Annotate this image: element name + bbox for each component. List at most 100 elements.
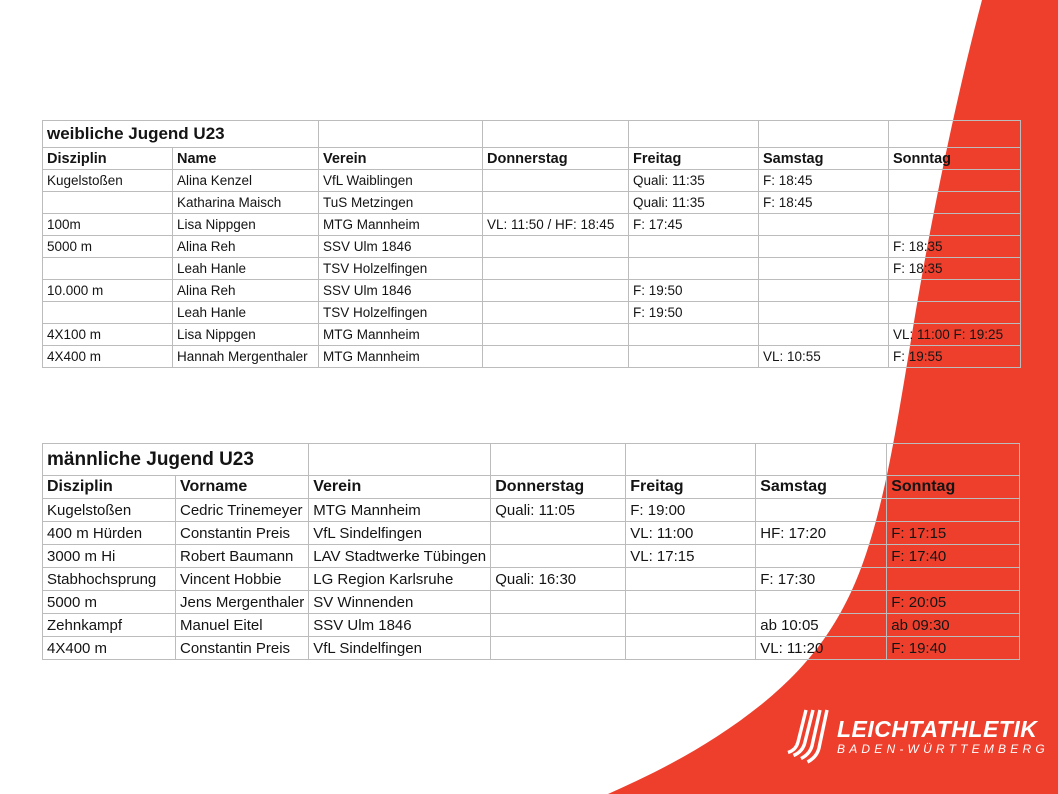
- table-row: Zehnkampf Manuel Eitel SSV Ulm 1846 ab 10:0…: [42, 613, 1021, 637]
- column-header: Samstag: [758, 147, 889, 170]
- table-cell: F: 17:15: [886, 521, 1021, 545]
- table-cell: [42, 257, 173, 280]
- table-cell: [42, 301, 173, 324]
- table-cell: HF: 17:20: [755, 521, 888, 545]
- table-cell: Alina Reh: [172, 235, 319, 258]
- table-cell: VL: 10:55: [758, 345, 889, 368]
- table-cell: F: 19:40: [886, 636, 1021, 660]
- table-cell: Leah Hanle: [172, 257, 319, 280]
- table-row: Stabhochsprung Vincent Hobbie LG Region Ka…: [42, 567, 1021, 591]
- table-cell: [888, 279, 1021, 302]
- table-cell: Hannah Mergenthaler: [172, 345, 319, 368]
- column-header: Sonntag: [886, 475, 1021, 499]
- column-header: Verein: [318, 147, 483, 170]
- table-cell: [888, 169, 1021, 192]
- table-cell: Quali: 16:30: [490, 567, 627, 591]
- table-cell: [886, 498, 1021, 522]
- table-cell: SSV Ulm 1846: [318, 279, 483, 302]
- table-cell: [758, 213, 889, 236]
- table-cell: Zehnkampf: [42, 613, 176, 637]
- table-row: Katharina Maisch TuS Metzingen Quali: 11:3…: [42, 191, 1021, 214]
- table-cell: [755, 590, 888, 614]
- table-cell: F: 20:05: [886, 590, 1021, 614]
- table-title: weibliche Jugend U23: [42, 120, 319, 148]
- table-cell: Constantin Preis: [174, 636, 310, 660]
- table-cell: [482, 169, 629, 192]
- table-cell: 400 m Hürden: [42, 521, 176, 545]
- table-cell: 5000 m: [42, 590, 176, 614]
- table-cell: [482, 301, 629, 324]
- table-cell: [755, 544, 888, 568]
- table-row: 5000 m Jens Mergenthaler SV Winnenden F: 20…: [42, 590, 1021, 614]
- table-cell: VL: 17:15: [625, 544, 757, 568]
- table-cell: Lisa Nippgen: [172, 213, 319, 236]
- table-cell: ab 10:05: [755, 613, 888, 637]
- table-cell: Quali: 11:05: [490, 498, 627, 522]
- table-cell: SSV Ulm 1846: [308, 613, 492, 637]
- table-cell: Quali: 11:35: [628, 191, 759, 214]
- table-maennliche-jugend-u23: männliche Jugend U23 Disziplin Vorname Ver…: [41, 443, 1021, 660]
- table-cell: VL: 11:50 / HF: 18:45: [482, 213, 629, 236]
- table-row: Kugelstoßen Cedric Trinemeyer MTG Mannheim…: [42, 498, 1021, 522]
- table-cell: [490, 613, 627, 637]
- table-cell: [625, 567, 757, 591]
- column-header: Vorname: [174, 475, 310, 499]
- table-cell: [42, 191, 173, 214]
- table-cell: SV Winnenden: [308, 590, 492, 614]
- lbw-stripes-icon: [787, 709, 829, 764]
- table-cell: VfL Waiblingen: [318, 169, 483, 192]
- table-cell: 3000 m Hi: [42, 544, 176, 568]
- column-header: Donnerstag: [490, 475, 627, 499]
- table-cell: [482, 279, 629, 302]
- column-header: Freitag: [625, 475, 757, 499]
- table-cell: MTG Mannheim: [318, 213, 483, 236]
- table-cell: F: 18:35: [888, 235, 1021, 258]
- table-cell: F: 17:40: [886, 544, 1021, 568]
- table-title-row: weibliche Jugend U23: [42, 120, 1021, 148]
- table-cell: Manuel Eitel: [174, 613, 310, 637]
- table-title-filler-cell: [888, 120, 1021, 148]
- table-cell: [758, 257, 889, 280]
- table-cell: SSV Ulm 1846: [318, 235, 483, 258]
- table-cell: [628, 235, 759, 258]
- table-title-filler-cell: [308, 443, 492, 476]
- table-row: 4X100 m Lisa Nippgen MTG Mannheim VL: 11:00…: [42, 323, 1021, 346]
- table-cell: Stabhochsprung: [42, 567, 176, 591]
- table-cell: [482, 235, 629, 258]
- table-cell: [888, 191, 1021, 214]
- table-cell: F: 17:30: [755, 567, 888, 591]
- column-header: Sonntag: [888, 147, 1021, 170]
- table-cell: F: 19:55: [888, 345, 1021, 368]
- table-cell: [628, 323, 759, 346]
- table-row: 4X400 m Constantin Preis VfL Sindelfingen V…: [42, 636, 1021, 660]
- table-cell: [758, 235, 889, 258]
- table-cell: [482, 191, 629, 214]
- table-cell: 4X400 m: [42, 636, 176, 660]
- table-row: 100m Lisa Nippgen MTG Mannheim VL: 11:50 / …: [42, 213, 1021, 236]
- column-header: Freitag: [628, 147, 759, 170]
- table-title: männliche Jugend U23: [41, 443, 310, 476]
- table-title-filler-cell: [482, 120, 629, 148]
- table-cell: F: 18:35: [888, 257, 1021, 280]
- table-cell: [758, 301, 889, 324]
- column-header: Name: [172, 147, 319, 170]
- table-cell: [490, 521, 627, 545]
- table-cell: TSV Holzelfingen: [318, 301, 483, 324]
- lbw-stripes-icon-strokes: [787, 709, 829, 764]
- table-cell: Cedric Trinemeyer: [174, 498, 310, 522]
- column-header: Samstag: [755, 475, 888, 499]
- table-cell: Kugelstoßen: [42, 169, 173, 192]
- table-cell: MTG Mannheim: [308, 498, 492, 522]
- table-cell: F: 18:45: [758, 191, 889, 214]
- table-row: 5000 m Alina Reh SSV Ulm 1846 F: 18:35: [42, 235, 1021, 258]
- table-cell: Kugelstoßen: [42, 498, 176, 522]
- lbw-logo-text: LEICHTATHLETIK BADEN-WÜRTTEMBERG: [837, 718, 1049, 756]
- table-cell: [490, 636, 627, 660]
- column-header: Verein: [308, 475, 492, 499]
- table-row: 3000 m Hi Robert Baumann LAV Stadtwerke Tü…: [42, 544, 1021, 568]
- table-title-filler-cell: [318, 120, 483, 148]
- table-cell: 4X400 m: [42, 345, 173, 368]
- table-cell: 5000 m: [42, 235, 173, 258]
- table-cell: Constantin Preis: [174, 521, 310, 545]
- lbw-logo: LEICHTATHLETIK BADEN-WÜRTTEMBERG: [786, 708, 1049, 772]
